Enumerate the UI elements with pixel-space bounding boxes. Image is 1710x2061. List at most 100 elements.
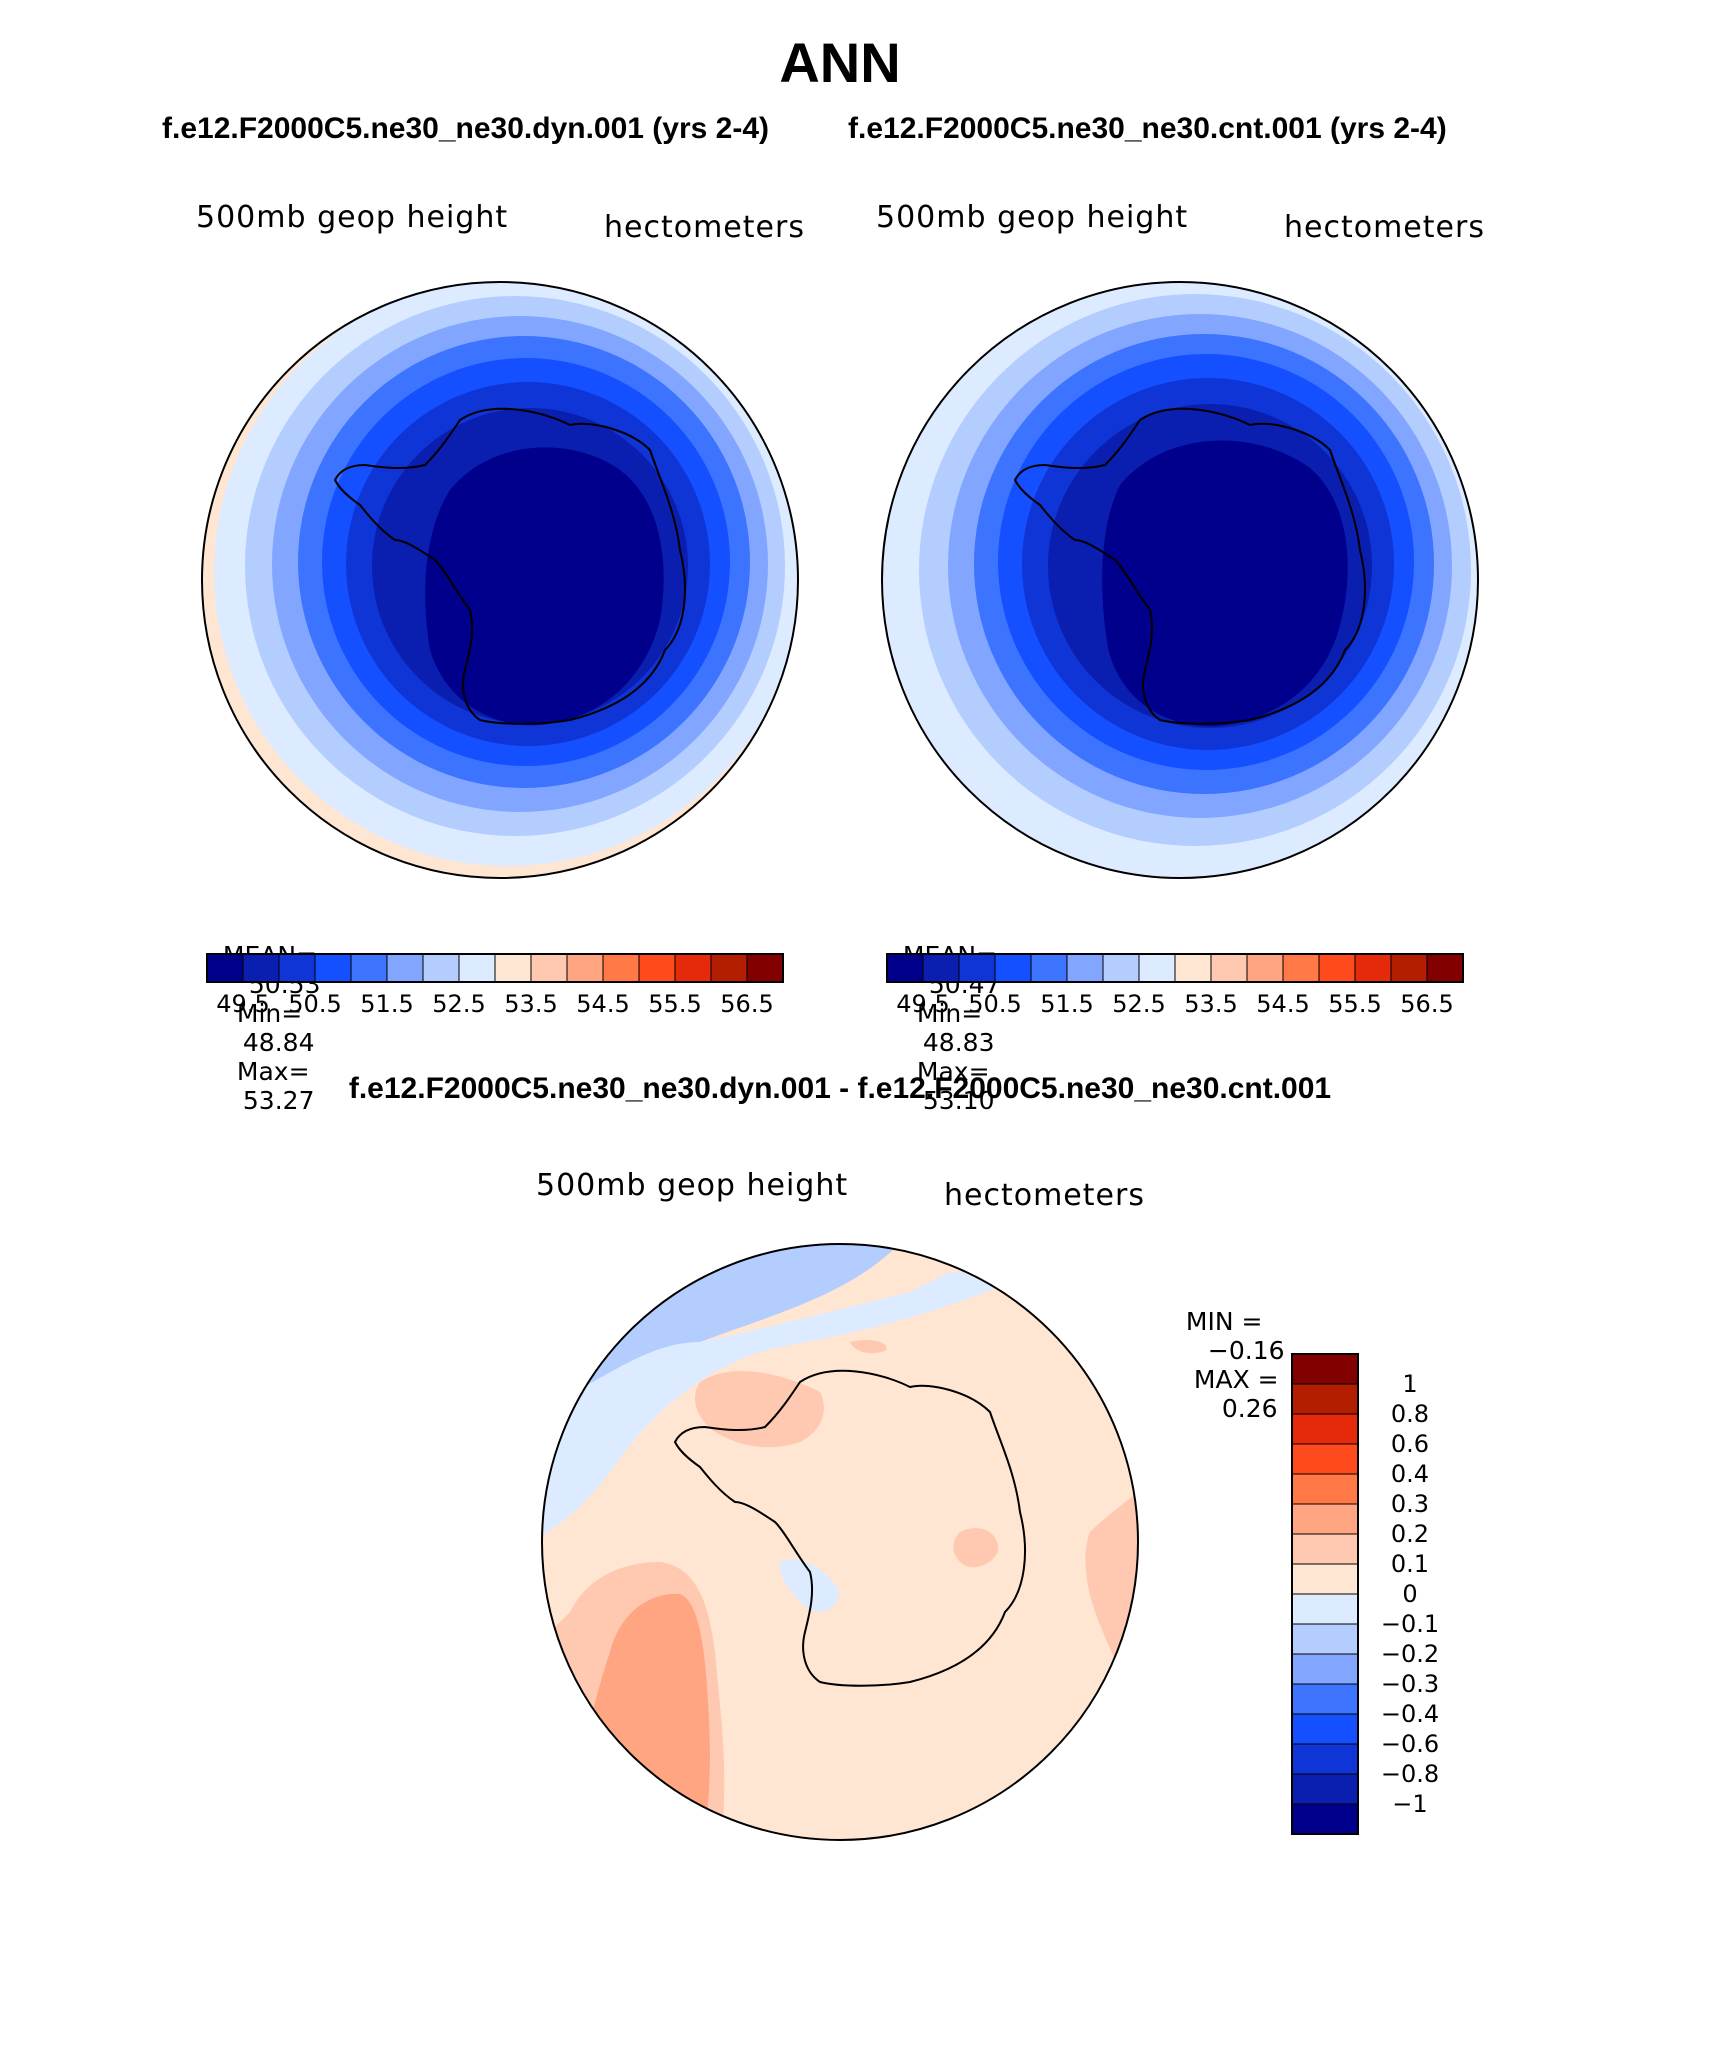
test-colorbar-swatch <box>422 953 460 983</box>
difference-colorbar-swatch <box>1291 1773 1359 1805</box>
control-colorbar-swatch <box>1066 953 1104 983</box>
test-colorbar-swatch <box>314 953 352 983</box>
difference-colorbar-tick-label: −0.6 <box>1381 1730 1439 1758</box>
test-case-title: f.e12.F2000C5.ne30_ne30.dyn.001 (yrs 2-4… <box>162 112 770 145</box>
difference-colorbar-swatch <box>1291 1653 1359 1685</box>
control-units-label: hectometers <box>1284 210 1485 245</box>
test-max-label: Max= <box>236 1057 310 1086</box>
test-colorbar-swatch <box>638 953 676 983</box>
difference-colorbar-swatch <box>1291 1503 1359 1535</box>
control-colorbar-tick-label: 50.5 <box>968 990 1021 1018</box>
test-colorbar-tick-label: 51.5 <box>360 990 413 1018</box>
test-colorbar-swatch <box>674 953 712 983</box>
test-colorbar: 49.5 50.5 51.5 52.5 53.5 54.5 55.5 56.5 <box>206 953 784 1018</box>
difference-colorbar-tick-label: −0.4 <box>1381 1700 1439 1728</box>
difference-colorbar-tick-label: 0 <box>1402 1580 1417 1608</box>
test-colorbar-tick-label: 53.5 <box>504 990 557 1018</box>
difference-colorbar-tick-label: 0.8 <box>1391 1400 1429 1428</box>
test-variable-label: 500mb geop height <box>196 200 509 235</box>
test-min-label: Min= <box>236 999 303 1028</box>
figure-title: ANN <box>779 31 901 94</box>
difference-colorbar-swatch <box>1291 1383 1359 1415</box>
difference-colorbar-swatch <box>1291 1443 1359 1475</box>
control-variable-label: 500mb geop height <box>876 200 1189 235</box>
control-colorbar-tick-label: 51.5 <box>1040 990 1093 1018</box>
test-colorbar-swatch <box>458 953 496 983</box>
difference-colorbar-swatch <box>1291 1563 1359 1595</box>
difference-colorbar-tick-label: 0.6 <box>1391 1430 1429 1458</box>
difference-max-label: MAX = <box>1193 1365 1279 1394</box>
antarctica-coastline <box>333 407 686 725</box>
difference-max-value: 0.26 <box>1221 1394 1278 1423</box>
difference-colorbar-tick-label: −0.1 <box>1381 1610 1439 1638</box>
test-colorbar-tick-label: 52.5 <box>432 990 485 1018</box>
difference-colorbar-swatch <box>1291 1803 1359 1835</box>
control-colorbar-tick-label: 49.5 <box>896 990 949 1018</box>
control-colorbar-swatch <box>1318 953 1356 983</box>
test-polar-map <box>201 281 799 879</box>
control-colorbar-swatch <box>1246 953 1284 983</box>
test-colorbar-tick-label: 55.5 <box>648 990 701 1018</box>
test-min-value: 48.84 <box>242 1028 315 1057</box>
control-colorbar-swatch <box>1138 953 1176 983</box>
control-colorbar-swatch <box>958 953 996 983</box>
difference-polar-map <box>541 1243 1139 1841</box>
test-colorbar-swatch <box>710 953 748 983</box>
test-colorbar-swatch <box>386 953 424 983</box>
control-min-value: 48.83 <box>922 1028 995 1057</box>
control-colorbar-swatch <box>1354 953 1392 983</box>
difference-colorbar-tick-label: −1 <box>1392 1790 1427 1818</box>
test-colorbar-swatch <box>602 953 640 983</box>
control-max-value: 53.10 <box>922 1086 995 1115</box>
control-colorbar-swatch <box>922 953 960 983</box>
antarctica-coastline <box>673 1369 1026 1687</box>
control-min-label: Min= <box>916 999 983 1028</box>
difference-colorbar-swatch <box>1291 1683 1359 1715</box>
control-max-label: Max= <box>916 1057 990 1086</box>
difference-colorbar-swatch <box>1291 1593 1359 1625</box>
control-colorbar: 49.5 50.5 51.5 52.5 53.5 54.5 55.5 56.5 <box>886 953 1464 1018</box>
control-colorbar-swatch <box>1174 953 1212 983</box>
difference-colorbar: 10.80.60.40.30.20.10−0.1−0.2−0.3−0.4−0.6… <box>1291 1353 1439 1835</box>
difference-variable-label: 500mb geop height <box>536 1168 849 1203</box>
difference-colorbar-swatch <box>1291 1413 1359 1445</box>
test-colorbar-swatch <box>242 953 280 983</box>
control-colorbar-frame <box>886 953 1464 983</box>
difference-colorbar-tick-label: −0.2 <box>1381 1640 1439 1668</box>
control-colorbar-swatch <box>886 953 924 983</box>
test-colorbar-swatch <box>566 953 604 983</box>
test-colorbar-swatch <box>350 953 388 983</box>
control-colorbar-tick-label: 53.5 <box>1184 990 1237 1018</box>
test-colorbar-swatch <box>206 953 244 983</box>
test-colorbar-tick-label: 50.5 <box>288 990 341 1018</box>
control-colorbar-tick-label: 56.5 <box>1400 990 1453 1018</box>
test-max-value: 53.27 <box>242 1086 315 1115</box>
difference-colorbar-tick-label: −0.8 <box>1381 1760 1439 1788</box>
difference-colorbar-swatch <box>1291 1353 1359 1385</box>
test-colorbar-swatch <box>530 953 568 983</box>
test-colorbar-swatch <box>746 953 784 983</box>
difference-colorbar-swatch <box>1291 1473 1359 1505</box>
test-colorbar-tick-label: 49.5 <box>216 990 269 1018</box>
test-colorbar-frame <box>206 953 784 983</box>
difference-min-value: −0.16 <box>1207 1336 1285 1365</box>
difference-colorbar-tick-label: 0.1 <box>1391 1550 1429 1578</box>
control-colorbar-swatch <box>1210 953 1248 983</box>
control-colorbar-swatch <box>1426 953 1464 983</box>
test-colorbar-tick-label: 54.5 <box>576 990 629 1018</box>
control-colorbar-tick-label: 54.5 <box>1256 990 1309 1018</box>
difference-title: f.e12.F2000C5.ne30_ne30.dyn.001 - f.e12.… <box>348 1072 1332 1105</box>
difference-colorbar-swatch <box>1291 1743 1359 1775</box>
difference-stats: MIN = −0.16 MAX = 0.26 <box>1170 1278 1285 1423</box>
difference-colorbar-swatch <box>1291 1623 1359 1655</box>
difference-min-label: MIN = <box>1185 1307 1263 1336</box>
antarctica-coastline <box>1013 407 1366 725</box>
control-colorbar-swatch <box>994 953 1032 983</box>
control-colorbar-tick-label: 52.5 <box>1112 990 1165 1018</box>
control-polar-map <box>881 281 1479 879</box>
difference-colorbar-tick-label: 0.4 <box>1391 1460 1429 1488</box>
control-colorbar-swatch <box>1282 953 1320 983</box>
control-colorbar-swatch <box>1102 953 1140 983</box>
test-colorbar-tick-label: 56.5 <box>720 990 773 1018</box>
test-colorbar-swatch <box>278 953 316 983</box>
